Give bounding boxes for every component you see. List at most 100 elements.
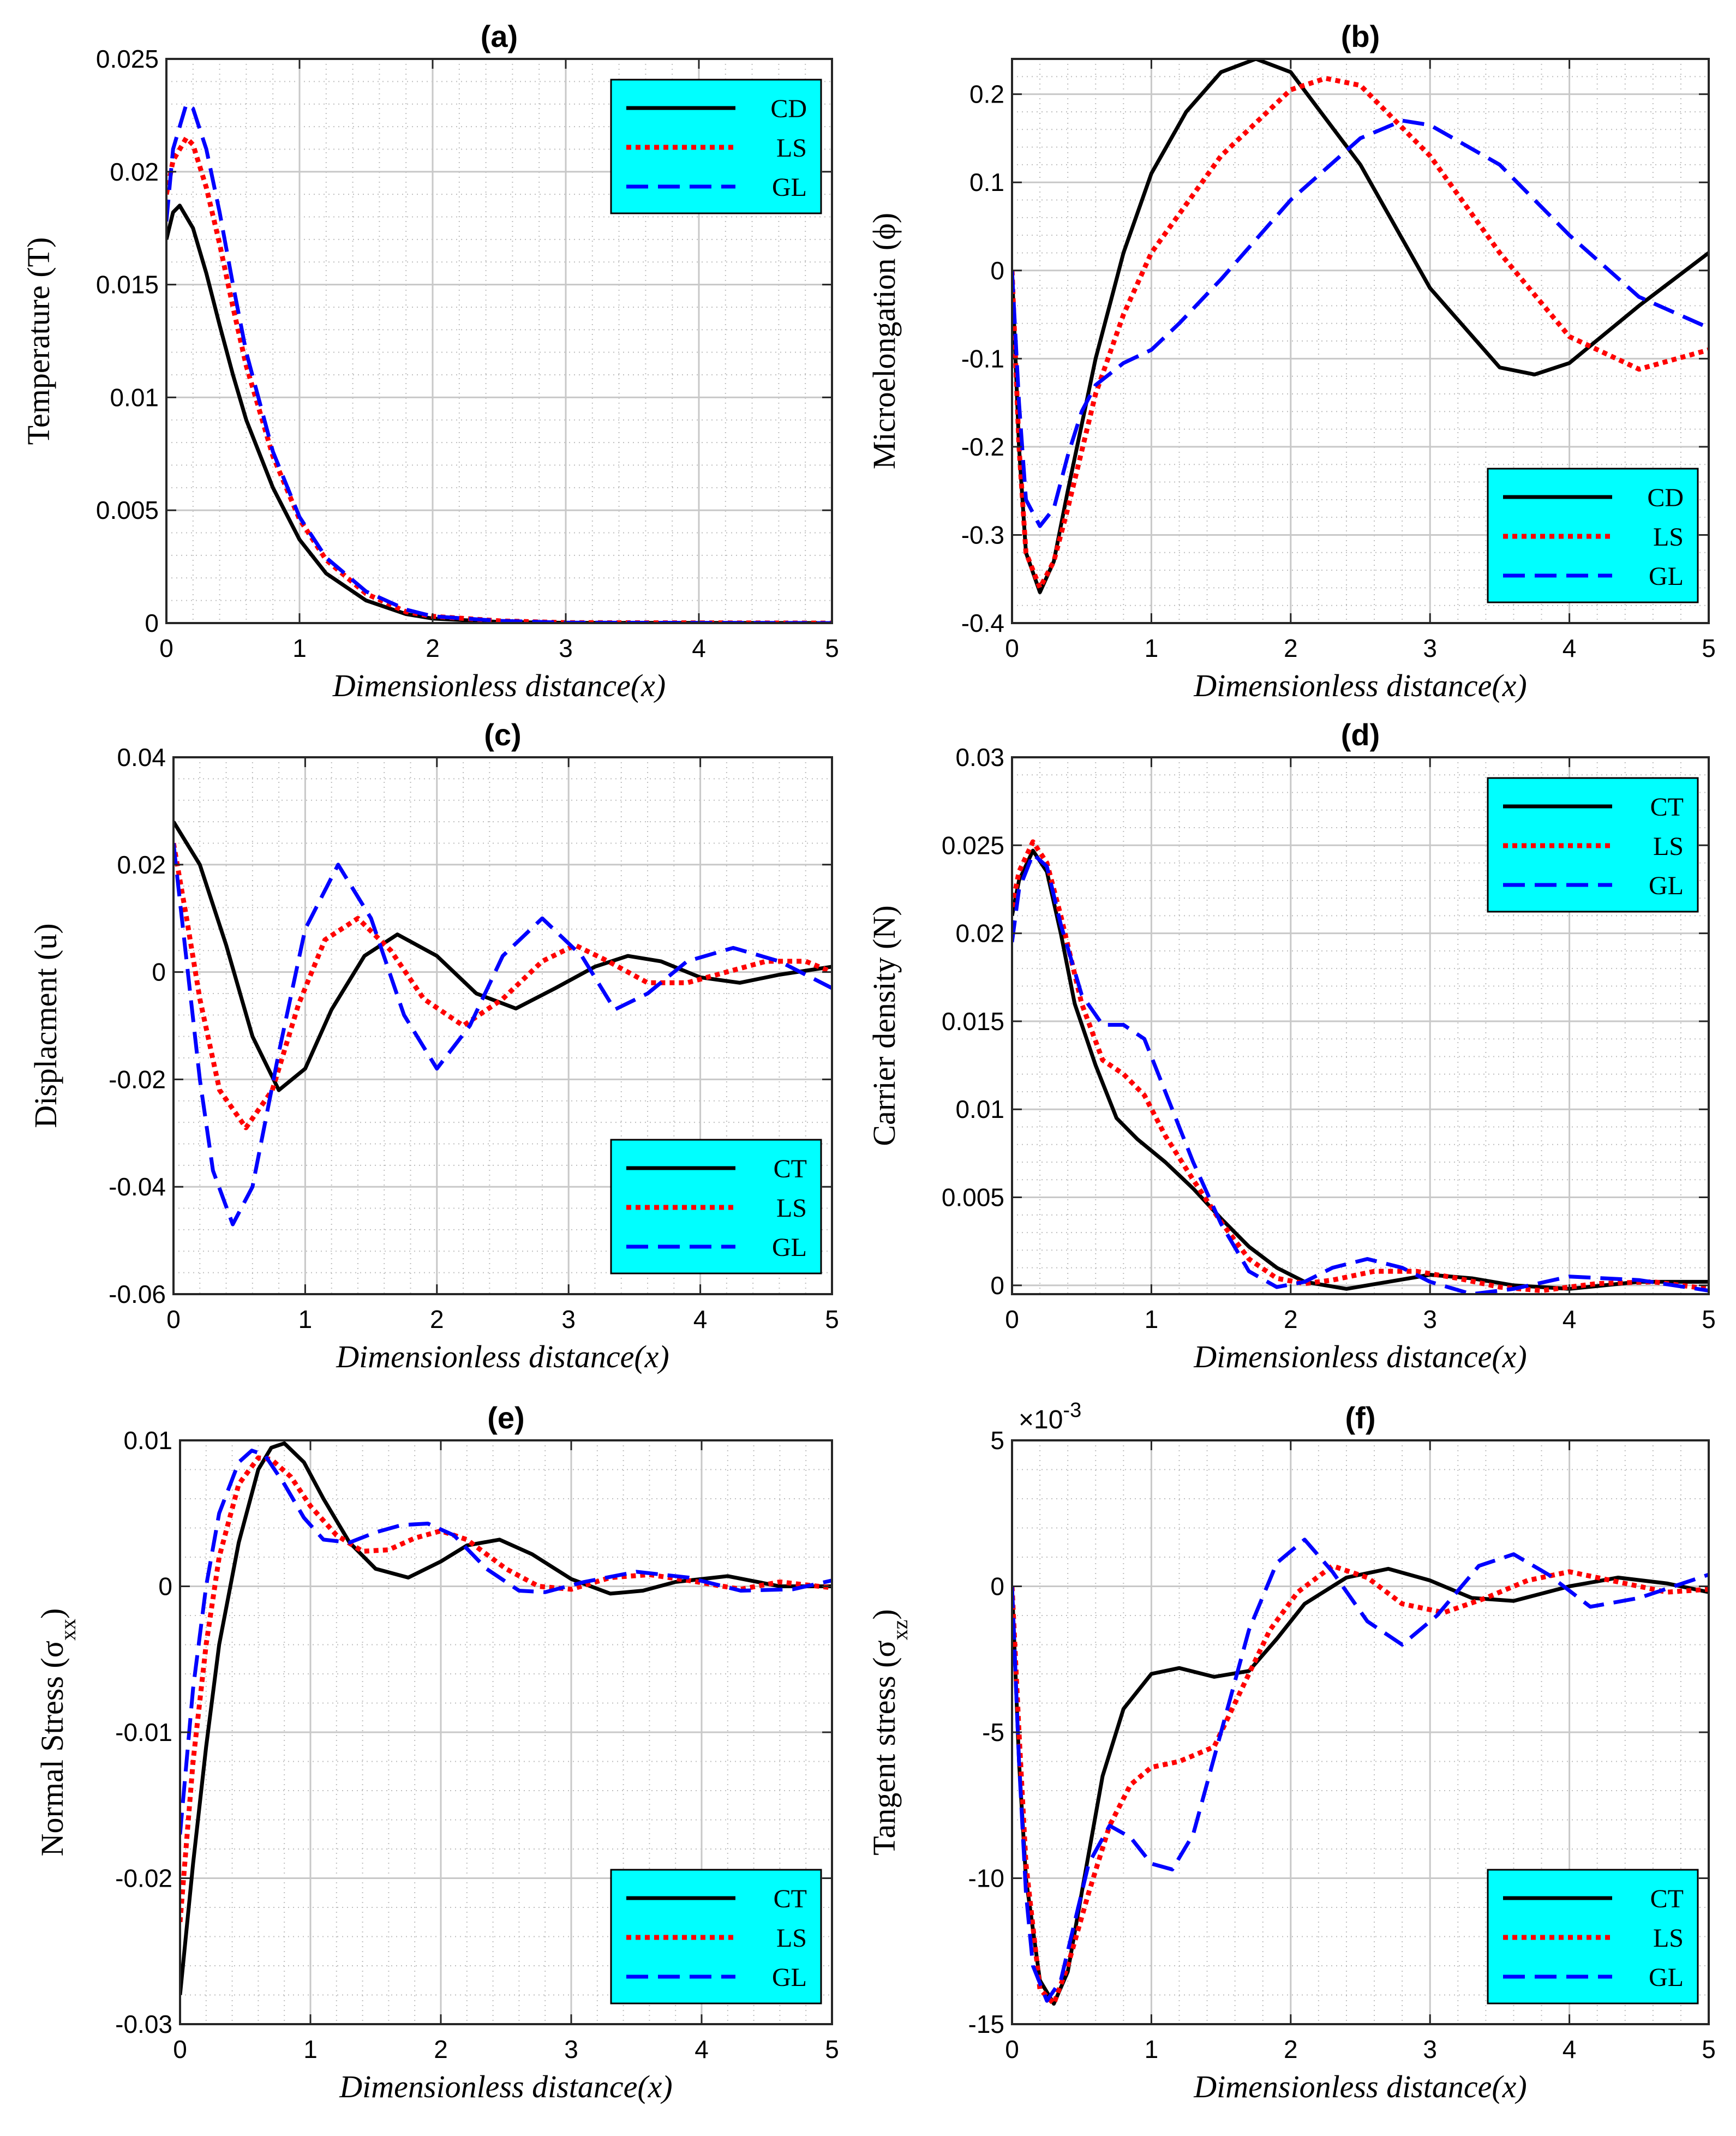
x-tick-label: 0 bbox=[166, 1305, 181, 1333]
x-tick-label: 2 bbox=[1284, 2035, 1298, 2063]
axes-frame bbox=[165, 58, 833, 624]
y-tick-label: 5 bbox=[990, 1426, 1004, 1455]
y-axis-label-subscript: xx bbox=[56, 1619, 80, 1641]
series-line-gl bbox=[173, 843, 832, 1226]
chart-a: 0 1 2 3 4 5 0 0.005 0.01 0.015 0.02 0.025 (a) Dimensi… bbox=[21, 19, 839, 703]
y-tick-label: -0.03 bbox=[115, 2010, 172, 2038]
y-tick-label: 0.01 bbox=[123, 1426, 172, 1455]
chart-title: (f) bbox=[1345, 1401, 1376, 1435]
y-tick-label: -5 bbox=[982, 1718, 1004, 1746]
x-axis-label: Dimensionless distance(x) bbox=[1193, 1339, 1527, 1374]
y-tick-label: 0.005 bbox=[96, 496, 159, 524]
chart-c: 0 1 2 3 4 5 -0.06 -0.04 -0.02 0 0.02 0.04 (c) Dimensi… bbox=[28, 717, 839, 1374]
y-tick-label: 0.025 bbox=[96, 45, 159, 73]
y-axis-label: Carrier density (N) bbox=[866, 905, 902, 1146]
x-tick-label: 2 bbox=[1284, 1305, 1298, 1333]
y-tick-label: -0.3 bbox=[961, 520, 1004, 549]
series-line-gl bbox=[1012, 1537, 1709, 2003]
y-axis-label: Microelongation (ϕ) bbox=[866, 213, 902, 469]
y-tick-label: 0.025 bbox=[942, 831, 1004, 859]
series-line-ls bbox=[180, 1455, 832, 1923]
y-tick-label: -0.04 bbox=[109, 1172, 166, 1201]
legend: CT LS GL bbox=[610, 1869, 822, 2005]
y-axis-label-main: Tangent stress (σ bbox=[866, 1640, 902, 1855]
x-axis-label: Dimensionless distance(x) bbox=[336, 1339, 669, 1374]
chart-f: 0 1 2 3 4 5 -15 -10 -5 0 5 (f) Dimensionless distanc… bbox=[866, 1399, 1716, 2104]
x-axis-label: Dimensionless distance(x) bbox=[1193, 2069, 1527, 2104]
legend: CD LS GL bbox=[1487, 468, 1699, 603]
legend-label-gl: GL bbox=[772, 173, 807, 202]
legend-label-ls: LS bbox=[776, 1194, 807, 1223]
x-tick-label: 4 bbox=[692, 634, 706, 662]
y-tick-label: 0 bbox=[158, 1572, 172, 1601]
legend-label-ct: CT bbox=[774, 1884, 807, 1913]
y-tick-label: -15 bbox=[968, 2010, 1004, 2038]
y-axis-label-close: ) bbox=[34, 1608, 70, 1619]
x-tick-label: 3 bbox=[559, 634, 573, 662]
x-tick-label: 4 bbox=[1563, 1305, 1577, 1333]
chart-title: (c) bbox=[484, 717, 521, 752]
legend-label-ct: CT bbox=[774, 1154, 807, 1183]
y-axis-label-main: Normal Stress (σ bbox=[34, 1641, 70, 1856]
x-tick-label: 4 bbox=[1563, 2035, 1577, 2063]
legend-label-ls: LS bbox=[776, 1924, 807, 1953]
axes-frame bbox=[1011, 756, 1710, 1295]
y-exponent-power: -3 bbox=[1063, 1399, 1081, 1422]
x-tick-label: 0 bbox=[1005, 1305, 1019, 1333]
y-tick-label: 0 bbox=[990, 256, 1004, 285]
x-axis-label: Dimensionless distance(x) bbox=[1193, 668, 1527, 703]
y-axis-label-subscript: xz bbox=[888, 1620, 912, 1641]
legend-label-ct: CT bbox=[1650, 793, 1684, 822]
x-tick-label: 3 bbox=[561, 1305, 576, 1333]
y-tick-label: 0 bbox=[990, 1572, 1004, 1601]
x-tick-label: 0 bbox=[1005, 2035, 1019, 2063]
legend: CD LS GL bbox=[610, 79, 822, 214]
x-tick-label: 5 bbox=[1702, 1305, 1716, 1333]
y-tick-label: -0.4 bbox=[961, 609, 1004, 637]
legend-label-cd: CD bbox=[1647, 483, 1684, 512]
legend-label-ls: LS bbox=[1653, 523, 1684, 552]
x-tick-label: 1 bbox=[1145, 634, 1159, 662]
y-tick-label: -0.06 bbox=[109, 1280, 166, 1308]
x-tick-label: 3 bbox=[1423, 634, 1437, 662]
legend-label-ls: LS bbox=[1653, 832, 1684, 861]
legend: CT LS GL bbox=[1487, 1869, 1699, 2005]
legend-label-gl: GL bbox=[1649, 871, 1684, 900]
legend-label-ls: LS bbox=[776, 134, 807, 163]
axes-frame bbox=[172, 756, 833, 1295]
y-tick-label: 0.015 bbox=[942, 1007, 1004, 1036]
y-tick-label: 0.03 bbox=[955, 743, 1004, 771]
y-axis-label: Normal Stress (σxx) bbox=[34, 1608, 80, 1857]
x-tick-label: 1 bbox=[298, 1305, 313, 1333]
chart-d: 0 1 2 3 4 5 0 0.005 0.01 0.015 0.02 0.025 0.03 (d) Dim… bbox=[866, 717, 1716, 1374]
series-line-ct bbox=[180, 1441, 832, 1995]
legend-label-gl: GL bbox=[772, 1233, 807, 1262]
x-tick-label: 1 bbox=[292, 634, 307, 662]
y-tick-label: 0.01 bbox=[955, 1095, 1004, 1123]
y-tick-label: 0.015 bbox=[96, 271, 159, 299]
chart-e: 0 1 2 3 4 5 -0.03 -0.02 -0.01 0 0.01 (e) Dimensionle… bbox=[34, 1401, 839, 2104]
axes-frame bbox=[1011, 58, 1710, 624]
x-tick-label: 5 bbox=[825, 1305, 839, 1333]
chart-title: (d) bbox=[1341, 717, 1380, 752]
legend-label-gl: GL bbox=[772, 1963, 807, 1992]
y-axis-label: Tangent stress (σxz) bbox=[866, 1609, 912, 1856]
y-axis-label: Displacment (u) bbox=[28, 923, 63, 1128]
x-tick-label: 5 bbox=[825, 634, 839, 662]
y-tick-label: -0.1 bbox=[961, 344, 1004, 373]
series-line-gl bbox=[180, 1449, 832, 1835]
x-tick-label: 2 bbox=[434, 2035, 448, 2063]
legend-label-gl: GL bbox=[1649, 1963, 1684, 1992]
y-tick-label: 0.2 bbox=[969, 80, 1004, 109]
legend: CT LS GL bbox=[610, 1139, 822, 1275]
legend-label-ls: LS bbox=[1653, 1924, 1684, 1953]
x-tick-label: 0 bbox=[173, 2035, 187, 2063]
y-tick-label: 0.02 bbox=[110, 158, 159, 186]
x-tick-label: 1 bbox=[303, 2035, 318, 2063]
y-tick-label: 0.02 bbox=[117, 851, 166, 879]
series-line-gl bbox=[1012, 118, 1709, 528]
chart-title: (b) bbox=[1341, 19, 1380, 53]
chart-b: 0 1 2 3 4 5 -0.4 -0.3 -0.2 -0.1 0 0.1 0.2 (b) Dimensio… bbox=[866, 19, 1716, 703]
x-tick-label: 2 bbox=[426, 634, 440, 662]
